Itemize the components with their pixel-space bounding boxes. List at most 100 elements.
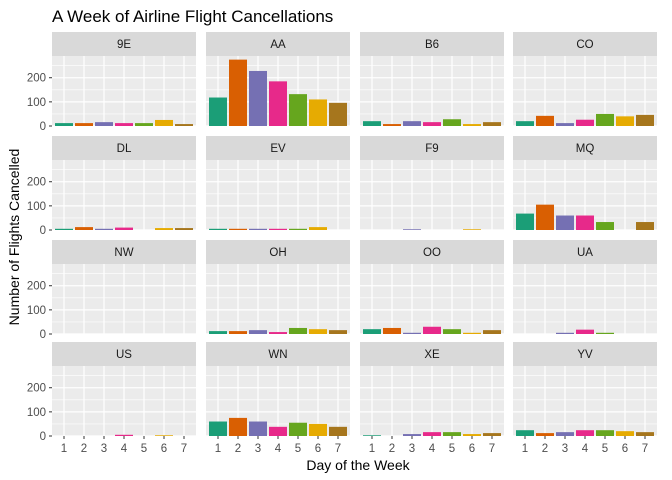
facet-strip [360, 32, 504, 56]
x-tick-label: 6 [315, 443, 321, 455]
facet-strip-label: EV [270, 143, 286, 155]
x-tick-label: 7 [489, 443, 495, 455]
bar-DL-day-6 [155, 228, 173, 230]
bar-YV-day-6 [616, 431, 634, 436]
bar-YV-day-3 [556, 432, 574, 436]
bar-WN-day-5 [289, 422, 307, 436]
bar-WN-day-2 [229, 417, 247, 436]
facet-US: US 0 100 200 1 2 3 4 5 6 7 [27, 342, 196, 455]
bar-F9-day-3 [403, 229, 421, 230]
bar-EV-day-1 [209, 228, 227, 230]
bar-B6-day-7 [483, 122, 501, 126]
bar-UA-day-5 [596, 332, 614, 334]
bar-YV-day-1 [516, 430, 534, 436]
bar-EV-day-2 [229, 228, 247, 230]
bar-DL-day-3 [95, 228, 113, 230]
bar-US-day-4 [115, 434, 133, 436]
bar-OO-day-4 [423, 326, 441, 334]
y-tick-label: 200 [27, 73, 46, 85]
bar-B6-day-5 [443, 119, 461, 126]
x-tick-label: 4 [275, 443, 282, 455]
x-tick-label: 7 [181, 443, 187, 455]
x-tick-label: 1 [369, 443, 375, 455]
bar-UA-day-3 [556, 332, 574, 334]
facet-WN: WN 1 2 3 4 5 6 7 [206, 342, 350, 455]
bar-XE-day-7 [483, 433, 501, 436]
bar-YV-day-4 [576, 430, 594, 436]
y-tick-label: 100 [27, 97, 46, 109]
bar-OH-day-1 [209, 331, 227, 334]
bar-OH-day-6 [309, 329, 327, 334]
facet-9E: 9E 0 100 200 [27, 32, 196, 133]
x-tick-label: 6 [622, 443, 628, 455]
bar-DL-day-7 [175, 228, 193, 230]
bar-9E-day-2 [75, 123, 93, 126]
bar-EV-day-6 [309, 227, 327, 230]
bar-EV-day-3 [249, 228, 267, 230]
bar-OO-day-1 [363, 329, 381, 334]
bar-DL-day-1 [55, 228, 73, 230]
bar-DL-day-2 [75, 227, 93, 230]
facet-strip [513, 240, 657, 264]
x-tick-label: 1 [522, 443, 528, 455]
facet-AA: AA [206, 32, 350, 127]
bar-WN-day-1 [209, 421, 227, 436]
x-tick-label: 4 [429, 443, 436, 455]
bar-9E-day-6 [155, 119, 173, 126]
facet-strip [513, 342, 657, 366]
bar-AA-day-2 [229, 59, 247, 126]
x-tick-label: 1 [61, 443, 67, 455]
bar-XE-day-5 [443, 432, 461, 436]
x-tick-label: 2 [389, 443, 395, 455]
facet-strip-label: 9E [117, 39, 131, 51]
facet-strip-label: YV [577, 349, 593, 361]
x-tick-label: 2 [81, 443, 87, 455]
bar-YV-day-2 [536, 433, 554, 436]
facet-B6: B6 [360, 32, 504, 127]
y-tick-label: 0 [40, 329, 46, 341]
y-tick-label: 200 [27, 383, 46, 395]
facet-OH: OH [206, 240, 350, 335]
bar-MQ-day-1 [516, 213, 534, 230]
bar-B6-day-1 [363, 121, 381, 126]
facet-strip-label: US [116, 349, 132, 361]
bar-9E-day-1 [55, 123, 73, 126]
y-tick-label: 100 [27, 305, 46, 317]
facet-strip [513, 136, 657, 160]
facet-strip-label: MQ [576, 143, 595, 155]
bar-CO-day-3 [556, 123, 574, 126]
bar-OO-day-3 [403, 332, 421, 334]
x-tick-label: 6 [161, 443, 167, 455]
x-tick-label: 1 [215, 443, 221, 455]
bar-B6-day-2 [383, 124, 401, 126]
bar-9E-day-5 [135, 123, 153, 126]
bar-DL-day-4 [115, 227, 133, 230]
bar-AA-day-5 [289, 94, 307, 126]
bar-9E-day-7 [175, 124, 193, 126]
bar-AA-day-7 [329, 102, 347, 126]
bar-OH-day-2 [229, 331, 247, 334]
facet-strip [513, 32, 657, 56]
bar-AA-day-4 [269, 81, 287, 126]
bar-CO-day-4 [576, 119, 594, 126]
bar-CO-day-5 [596, 113, 614, 126]
x-tick-label: 5 [449, 443, 455, 455]
facet-strip [360, 240, 504, 264]
y-tick-label: 100 [27, 407, 46, 419]
bar-CO-day-1 [516, 121, 534, 126]
bar-YV-day-7 [636, 432, 654, 436]
bar-9E-day-4 [115, 123, 133, 126]
x-tick-label: 2 [542, 443, 548, 455]
x-tick-label: 6 [469, 443, 475, 455]
x-tick-label: 5 [141, 443, 147, 455]
facet-strip [206, 342, 350, 366]
facet-F9: F9 [360, 136, 504, 231]
bar-B6-day-6 [463, 124, 481, 126]
bar-MQ-day-5 [596, 222, 614, 230]
x-tick-label: 5 [295, 443, 301, 455]
facet-DL: DL 0 100 200 [27, 136, 196, 237]
bar-OH-day-4 [269, 332, 287, 334]
bar-AA-day-6 [309, 99, 327, 126]
bar-WN-day-4 [269, 426, 287, 436]
